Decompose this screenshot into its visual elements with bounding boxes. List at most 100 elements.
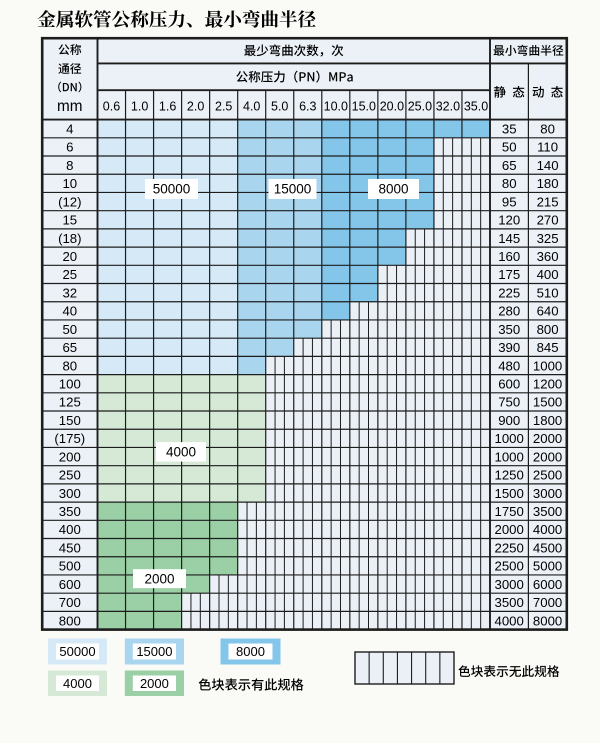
svg-text:600: 600 xyxy=(59,577,81,592)
svg-text:2000: 2000 xyxy=(495,522,524,537)
svg-text:4.0: 4.0 xyxy=(243,100,260,114)
svg-text:2000: 2000 xyxy=(533,431,562,446)
svg-text:175: 175 xyxy=(498,267,520,282)
svg-text:2000: 2000 xyxy=(144,571,174,586)
svg-text:2000: 2000 xyxy=(533,449,562,464)
svg-text:50: 50 xyxy=(502,140,517,155)
svg-text:35.0: 35.0 xyxy=(464,100,488,114)
svg-text:2.0: 2.0 xyxy=(187,100,204,114)
svg-text:50000: 50000 xyxy=(59,644,95,659)
svg-text:125: 125 xyxy=(59,395,81,410)
svg-text:1000: 1000 xyxy=(495,449,524,464)
svg-text:1250: 1250 xyxy=(495,468,524,483)
svg-text:15: 15 xyxy=(62,213,77,228)
svg-text:6.3: 6.3 xyxy=(299,100,316,114)
svg-text:1750: 1750 xyxy=(495,504,524,519)
svg-text:300: 300 xyxy=(59,486,81,501)
svg-text:510: 510 xyxy=(537,285,559,300)
svg-text:1000: 1000 xyxy=(495,431,524,446)
svg-text:8: 8 xyxy=(66,158,73,173)
svg-text:480: 480 xyxy=(498,358,520,373)
svg-text:2000: 2000 xyxy=(140,676,169,691)
svg-text:3000: 3000 xyxy=(533,486,562,501)
svg-text:120: 120 xyxy=(498,213,520,228)
svg-text:3500: 3500 xyxy=(533,504,562,519)
svg-text:4000: 4000 xyxy=(166,445,196,460)
svg-text:270: 270 xyxy=(537,213,559,228)
svg-text:2250: 2250 xyxy=(495,540,524,555)
svg-text:10.0: 10.0 xyxy=(324,100,348,114)
svg-text:35: 35 xyxy=(502,122,517,137)
svg-text:2500: 2500 xyxy=(495,559,524,574)
svg-text:65: 65 xyxy=(502,158,517,173)
svg-text:8000: 8000 xyxy=(378,182,408,197)
svg-text:325: 325 xyxy=(537,231,559,246)
svg-text:4: 4 xyxy=(66,122,73,137)
svg-text:110: 110 xyxy=(537,140,558,155)
svg-text:3000: 3000 xyxy=(495,577,524,592)
svg-text:150: 150 xyxy=(59,413,81,428)
svg-text:5.0: 5.0 xyxy=(271,100,288,114)
svg-text:200: 200 xyxy=(59,449,81,464)
svg-text:15000: 15000 xyxy=(274,182,312,197)
svg-text:20: 20 xyxy=(62,249,77,264)
svg-text:360: 360 xyxy=(537,249,559,264)
svg-text:1.0: 1.0 xyxy=(131,100,148,114)
svg-text:80: 80 xyxy=(62,358,77,373)
svg-text:15000: 15000 xyxy=(136,644,172,659)
svg-text:640: 640 xyxy=(537,304,559,319)
svg-text:3500: 3500 xyxy=(495,595,524,610)
svg-text:145: 145 xyxy=(498,231,520,246)
svg-text:845: 845 xyxy=(537,340,559,355)
svg-text:8000: 8000 xyxy=(236,644,265,659)
svg-text:600: 600 xyxy=(498,377,520,392)
svg-text:900: 900 xyxy=(498,413,520,428)
svg-text:10: 10 xyxy=(62,176,77,191)
svg-text:800: 800 xyxy=(537,322,559,337)
svg-text:5000: 5000 xyxy=(533,559,562,574)
svg-text:20.0: 20.0 xyxy=(380,100,404,114)
svg-text:(175): (175) xyxy=(54,431,85,446)
svg-text:400: 400 xyxy=(59,522,81,537)
svg-text:100: 100 xyxy=(59,377,81,392)
svg-text:215: 215 xyxy=(537,194,559,209)
svg-text:32.0: 32.0 xyxy=(436,100,460,114)
svg-text:65: 65 xyxy=(62,340,77,355)
svg-text:8000: 8000 xyxy=(533,613,562,628)
svg-text:1800: 1800 xyxy=(533,413,562,428)
svg-text:4500: 4500 xyxy=(533,540,562,555)
svg-text:40: 40 xyxy=(62,304,77,319)
svg-text:25.0: 25.0 xyxy=(408,100,432,114)
svg-text:450: 450 xyxy=(59,540,81,555)
svg-text:50: 50 xyxy=(62,322,77,337)
svg-text:700: 700 xyxy=(59,595,81,610)
svg-text:4000: 4000 xyxy=(495,613,524,628)
svg-text:350: 350 xyxy=(498,322,520,337)
svg-text:390: 390 xyxy=(498,340,520,355)
svg-text:1.6: 1.6 xyxy=(159,100,176,114)
svg-text:6000: 6000 xyxy=(533,577,562,592)
svg-text:250: 250 xyxy=(59,468,81,483)
svg-text:80: 80 xyxy=(540,122,555,137)
svg-text:2.5: 2.5 xyxy=(215,100,232,114)
svg-text:7000: 7000 xyxy=(533,595,562,610)
svg-text:160: 160 xyxy=(498,249,520,264)
svg-text:140: 140 xyxy=(537,158,559,173)
svg-text:(12): (12) xyxy=(58,194,81,209)
svg-text:25: 25 xyxy=(62,267,77,282)
svg-text:1500: 1500 xyxy=(533,395,562,410)
svg-text:280: 280 xyxy=(498,304,520,319)
svg-text:32: 32 xyxy=(62,285,77,300)
svg-text:500: 500 xyxy=(59,559,81,574)
svg-text:1200: 1200 xyxy=(533,377,562,392)
svg-text:180: 180 xyxy=(537,176,559,191)
svg-text:15.0: 15.0 xyxy=(352,100,376,114)
svg-text:50000: 50000 xyxy=(153,182,191,197)
svg-text:350: 350 xyxy=(59,504,81,519)
svg-text:2500: 2500 xyxy=(533,468,562,483)
svg-text:80: 80 xyxy=(502,176,517,191)
svg-text:400: 400 xyxy=(537,267,559,282)
svg-text:750: 750 xyxy=(498,395,520,410)
svg-text:4000: 4000 xyxy=(63,676,92,691)
svg-text:4000: 4000 xyxy=(533,522,562,537)
